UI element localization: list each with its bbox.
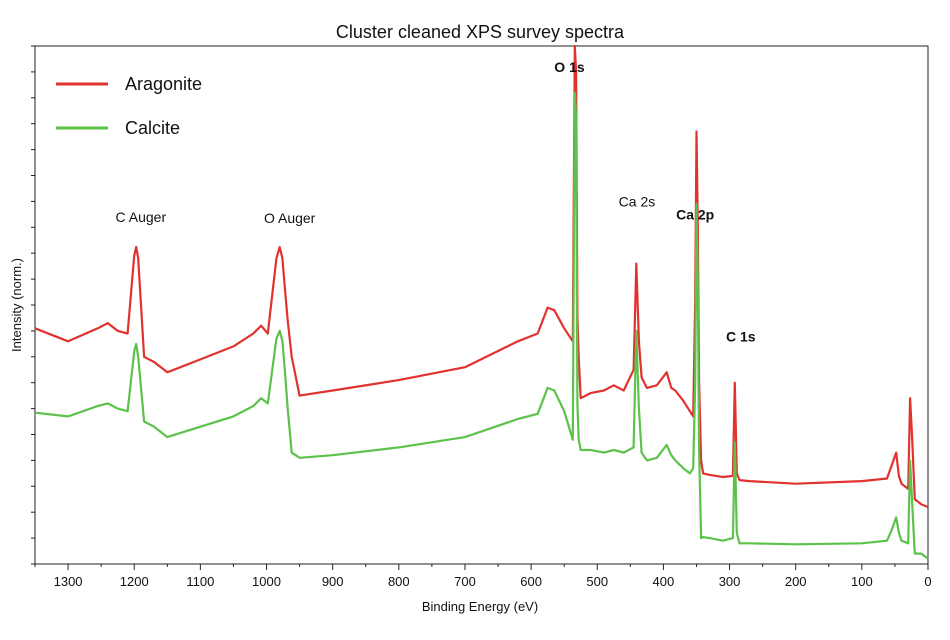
peak-label-ca-2s: Ca 2s bbox=[619, 194, 656, 210]
x-tick-label-900: 900 bbox=[322, 574, 344, 589]
series-line-calcite bbox=[34, 91, 929, 560]
x-tick-label-200: 200 bbox=[785, 574, 807, 589]
y-axis-label: Intensity (norm.) bbox=[9, 258, 24, 352]
series-line-aragonite bbox=[34, 44, 929, 509]
x-tick-label-300: 300 bbox=[719, 574, 741, 589]
peak-label-o-auger: O Auger bbox=[264, 210, 316, 226]
x-tick-label-500: 500 bbox=[586, 574, 608, 589]
peak-label-c-1s: C 1s bbox=[726, 328, 756, 344]
x-tick-label-1200: 1200 bbox=[120, 574, 149, 589]
x-tick-label-100: 100 bbox=[851, 574, 873, 589]
chart-title: Cluster cleaned XPS survey spectra bbox=[336, 22, 625, 42]
x-tick-label-1300: 1300 bbox=[54, 574, 83, 589]
x-tick-label-700: 700 bbox=[454, 574, 476, 589]
x-tick-label-400: 400 bbox=[653, 574, 675, 589]
x-tick-label-1000: 1000 bbox=[252, 574, 281, 589]
x-axis-label: Binding Energy (eV) bbox=[422, 599, 538, 614]
peak-annotations: C Auger O Auger O 1s Ca 2s Ca 2p C 1s bbox=[116, 59, 756, 344]
x-tick-label-800: 800 bbox=[388, 574, 410, 589]
x-tick-label-0: 0 bbox=[924, 574, 931, 589]
x-tick-label-1100: 1100 bbox=[186, 574, 214, 589]
legend-label-calcite: Calcite bbox=[125, 118, 180, 138]
legend-label-aragonite: Aragonite bbox=[125, 74, 202, 94]
y-axis-ticks bbox=[31, 45, 35, 565]
legend: Aragonite Calcite bbox=[56, 74, 202, 138]
x-axis-ticks: 1300 1200 1100 1000 900 800 700 600 500 400 300 200… bbox=[34, 564, 932, 589]
peak-label-c-auger: C Auger bbox=[116, 209, 167, 225]
peak-label-o-1s: O 1s bbox=[554, 59, 585, 75]
series-layer bbox=[34, 44, 929, 560]
peak-label-ca-2p: Ca 2p bbox=[676, 207, 714, 223]
x-tick-label-600: 600 bbox=[520, 574, 542, 589]
